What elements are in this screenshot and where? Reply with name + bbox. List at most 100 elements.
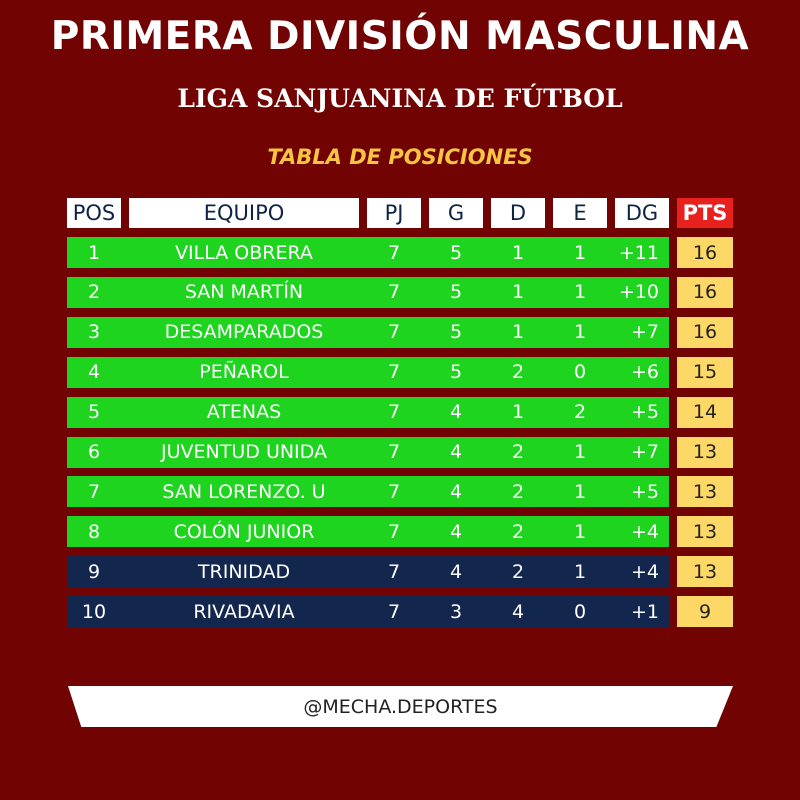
cell-g: 5	[449, 241, 463, 264]
cell-pj: 7	[387, 480, 401, 503]
cell-pj: 7	[387, 520, 401, 543]
cell-pts: 15	[677, 356, 733, 388]
footer-handle: @MECHA.DEPORTES	[68, 686, 733, 727]
cell-pts: 13	[677, 436, 733, 468]
cell-dg: +11	[618, 241, 659, 264]
cell-pts: 14	[677, 396, 733, 428]
cell-dg: +4	[630, 520, 659, 543]
cell-d: 2	[511, 441, 525, 463]
cell-e: 1	[573, 281, 587, 304]
cell-e: 1	[573, 441, 587, 463]
cell-pj: 7	[387, 401, 401, 424]
cell-dg: +10	[618, 281, 659, 304]
cell-e: 1	[573, 560, 587, 583]
cell-pts: 13	[677, 476, 733, 508]
page-title: PRIMERA DIVISIÓN MASCULINA	[50, 14, 750, 59]
cell-e: 2	[573, 401, 587, 424]
cell-e: 1	[573, 241, 587, 264]
cell-g: 4	[449, 520, 463, 543]
cell-g: 4	[449, 401, 463, 424]
table-row	[67, 396, 669, 428]
cell-pj: 7	[387, 321, 401, 344]
cell-pos: 9	[87, 560, 101, 583]
header-pj: PJ	[367, 198, 421, 228]
table-row	[67, 356, 669, 388]
header-e: E	[553, 198, 607, 228]
cell-team: SAN LORENZO. U	[162, 480, 326, 503]
header-d: D	[491, 198, 545, 228]
cell-d: 2	[511, 560, 525, 583]
cell-pts: 13	[677, 516, 733, 548]
header-pos: POS	[67, 198, 121, 228]
cell-dg: +5	[630, 480, 659, 503]
cell-team: SAN MARTÍN	[184, 281, 304, 304]
cell-pts: 16	[677, 276, 733, 308]
cell-dg: +4	[630, 560, 659, 583]
cell-g: 3	[449, 600, 463, 623]
cell-team: TRINIDAD	[197, 560, 291, 583]
header-g: G	[429, 198, 483, 228]
cell-pts: 16	[677, 316, 733, 348]
table-row	[67, 436, 669, 468]
cell-dg: +7	[630, 441, 659, 463]
table-row	[67, 476, 669, 508]
cell-pj: 7	[387, 361, 401, 384]
cell-pj: 7	[387, 241, 401, 264]
cell-g: 4	[449, 441, 463, 463]
table-row	[67, 596, 669, 628]
cell-e: 1	[573, 321, 587, 344]
section-title: TABLA DE POSICIONES	[267, 145, 533, 169]
header-dg: DG	[615, 198, 669, 228]
cell-g: 5	[449, 361, 463, 384]
cell-g: 5	[449, 281, 463, 304]
cell-pj: 7	[387, 281, 401, 304]
cell-pj: 7	[387, 560, 401, 583]
cell-pts: 13	[677, 556, 733, 588]
cell-pos: 1	[87, 241, 101, 264]
cell-pos: 8	[87, 520, 101, 543]
table-row	[67, 276, 669, 308]
cell-d: 1	[511, 401, 525, 424]
cell-team: RIVADAVIA	[193, 600, 295, 623]
table-row	[67, 237, 669, 268]
table-row	[67, 516, 669, 548]
cell-pos: 4	[87, 361, 101, 384]
cell-g: 5	[449, 321, 463, 344]
cell-pos: 6	[87, 441, 101, 463]
cell-pj: 7	[387, 600, 401, 623]
cell-g: 4	[449, 480, 463, 503]
cell-pj: 7	[387, 441, 401, 463]
cell-team: COLÓN JUNIOR	[173, 520, 315, 543]
cell-d: 1	[511, 241, 525, 264]
league-subtitle: LIGA SANJUANINA DE FÚTBOL	[177, 84, 623, 113]
header-pts: PTS	[677, 198, 733, 228]
cell-dg: +1	[630, 600, 659, 623]
cell-e: 1	[573, 520, 587, 543]
cell-dg: +6	[630, 361, 659, 384]
cell-d: 4	[511, 600, 525, 623]
cell-e: 0	[573, 600, 587, 623]
cell-pts: 9	[677, 596, 733, 628]
cell-dg: +5	[630, 401, 659, 424]
cell-pos: 10	[81, 600, 107, 623]
cell-d: 1	[511, 281, 525, 304]
cell-e: 1	[573, 480, 587, 503]
cell-g: 4	[449, 560, 463, 583]
table-row	[67, 316, 669, 348]
cell-team: ATENAS	[206, 401, 282, 424]
cell-pos: 2	[87, 281, 101, 304]
cell-team: JUVENTUD UNIDA	[161, 441, 327, 463]
cell-d: 1	[511, 321, 525, 344]
table-row	[67, 556, 669, 588]
cell-d: 2	[511, 480, 525, 503]
cell-d: 2	[511, 520, 525, 543]
cell-team: PEÑAROL	[199, 361, 289, 384]
cell-d: 2	[511, 361, 525, 384]
header-team: EQUIPO	[129, 198, 359, 228]
cell-team: VILLA OBRERA	[175, 241, 313, 264]
cell-pos: 3	[87, 321, 101, 344]
cell-pos: 7	[87, 480, 101, 503]
cell-pts: 16	[677, 237, 733, 268]
cell-team: DESAMPARADOS	[164, 321, 324, 344]
cell-pos: 5	[87, 401, 101, 424]
